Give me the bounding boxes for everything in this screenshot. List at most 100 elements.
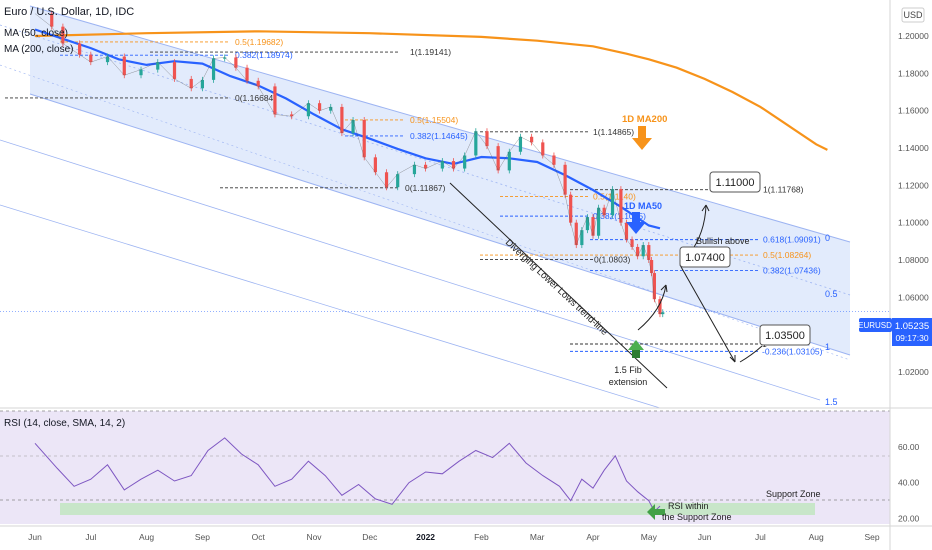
- price-candle: [661, 312, 665, 315]
- ma50-line: [34, 28, 661, 230]
- price-candle: [122, 56, 126, 76]
- price-candle: [630, 239, 634, 247]
- diverging-trend-line: [449, 182, 668, 389]
- price-candle: [641, 245, 645, 257]
- price-candle: [649, 260, 654, 274]
- price-candle: [474, 131, 478, 156]
- channel-level-label: 0: [825, 233, 830, 243]
- time-axis-tick: 2022: [416, 532, 435, 542]
- time-axis-tick: Aug: [139, 532, 154, 542]
- price-candle: [317, 103, 322, 111]
- price-axis-tick: 1.14000: [898, 143, 929, 153]
- price-axis-tick: 1.08000: [898, 255, 929, 265]
- price-candle: [412, 164, 417, 175]
- price-candle: [189, 78, 193, 89]
- price-candle: [624, 222, 629, 240]
- rsi-left-arrow: [647, 504, 665, 520]
- price-axis-tick: 1.06000: [898, 292, 929, 302]
- price-candle: [223, 57, 227, 59]
- price-candle: [652, 273, 656, 300]
- fib-level-label: 0.382(1.18974): [235, 50, 293, 60]
- time-axis-tick: Oct: [252, 532, 266, 542]
- price-candle: [373, 157, 377, 173]
- rsi-support-label-1: RSI within: [668, 501, 709, 511]
- price-candle: [105, 56, 110, 63]
- price-candle: [463, 155, 467, 169]
- price-candle: [451, 161, 456, 169]
- price-candle: [156, 62, 160, 70]
- channel-mid-line: [0, 24, 851, 296]
- channel-level-label: 1: [825, 342, 830, 352]
- price-candle: [580, 230, 584, 246]
- price-candle: [273, 86, 277, 115]
- time-axis-tick: Jul: [755, 532, 766, 542]
- fib-extension-label-1: 1.5 Fib: [614, 365, 642, 375]
- price-axis-tick: 1.02000: [898, 367, 929, 377]
- support-zone-label: Support Zone: [766, 489, 821, 499]
- fib-level-label: 0.5(1.15504): [410, 115, 458, 125]
- price-candle: [200, 79, 204, 89]
- descending-channel-fill: [30, 6, 850, 355]
- time-axis-tick: Mar: [530, 532, 545, 542]
- price-candle: [585, 217, 590, 231]
- price-candle: [507, 151, 511, 171]
- fib-level-label: 0.618(1.09091): [763, 235, 821, 245]
- price-candle: [658, 299, 662, 315]
- price-axis-tick: 1.20000: [898, 31, 929, 41]
- price-candle: [636, 246, 640, 257]
- price-tag-value: 1.05235: [895, 321, 929, 332]
- fib-level-label: 1(1.11768): [763, 185, 804, 195]
- rsi-line: [34, 437, 661, 513]
- fib-extension-label-2: extension: [609, 377, 648, 387]
- rsi-legend: RSI (14, close, SMA, 14, 2): [4, 418, 125, 429]
- target-111-box: [709, 171, 761, 193]
- fib-level-label: 0.5(1.08264): [763, 250, 811, 260]
- projection-arrow-3: [729, 355, 736, 363]
- fib-level-label: 0.5(1.19682): [235, 37, 283, 47]
- price-axis-tick: 1.16000: [898, 106, 929, 116]
- fib-level-label: 0(1.16684): [235, 93, 276, 103]
- fib-level-label: 0(1.0803): [594, 254, 631, 264]
- channel-top-line: [29, 5, 851, 243]
- price-candle: [518, 136, 523, 152]
- time-axis-tick: Feb: [474, 532, 489, 542]
- fib-level-label: 1(1.19141): [410, 47, 451, 57]
- rsi-axis-tick: 20.00: [898, 514, 920, 524]
- channel-level-label: 1.5: [825, 397, 838, 407]
- price-axis-tick: 1.18000: [898, 68, 929, 78]
- price-candle: [245, 67, 249, 81]
- price-axis-tick: 1.12000: [898, 180, 929, 190]
- ma200-line: [34, 30, 828, 151]
- price-candle: [340, 106, 344, 134]
- time-axis-tick: Dec: [362, 532, 378, 542]
- price-candle: [610, 189, 615, 216]
- currency-label: USD: [903, 10, 923, 20]
- projection-curve-1: [637, 284, 667, 331]
- price-candle: [569, 194, 573, 223]
- bullish-above-label: Bullish above: [696, 236, 750, 246]
- time-axis-tick: Apr: [586, 532, 599, 542]
- time-axis-tick: Jul: [85, 532, 96, 542]
- currency-badge[interactable]: [901, 7, 925, 23]
- price-candle: [574, 222, 578, 246]
- fib-extension-arrowhead: [628, 340, 644, 350]
- fib-level-label: 0.382(1.07436): [763, 266, 821, 276]
- symbol-tag: [859, 318, 892, 332]
- price-candle: [424, 164, 428, 169]
- price-candle: [78, 43, 82, 55]
- projection-down-line: [679, 264, 736, 363]
- channel-bottom-line: [29, 93, 851, 356]
- price-candle: [619, 189, 623, 223]
- symbol-tag-label: EURUSD: [858, 321, 892, 330]
- fib-level-label: 0(1.11867): [405, 183, 446, 193]
- price-line: [34, 13, 663, 315]
- channel-ext-15-line: [0, 204, 661, 409]
- time-axis-tick: Nov: [306, 532, 322, 542]
- ma50-callout-label: 1D MA50: [624, 201, 662, 211]
- rsi-support-zone: [60, 503, 815, 515]
- price-candle: [440, 161, 444, 169]
- price-candle: [256, 80, 260, 87]
